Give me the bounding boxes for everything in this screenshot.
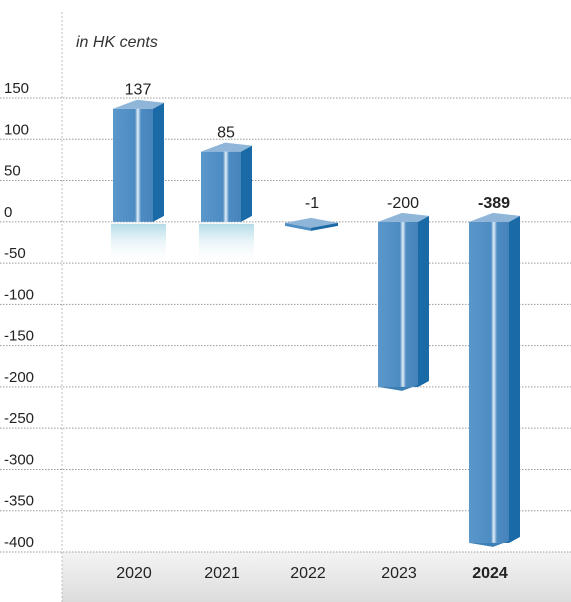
x-axis-categories: 2020 2021 2022 2023 2024 [116,565,508,582]
unit-label: in HK cents [76,34,158,51]
y-tick-label: -150 [4,328,34,345]
bar-2020 [111,99,166,264]
value-label-2024: -389 [478,195,510,212]
bar-reflection [111,223,166,264]
value-label-2022: -1 [305,195,319,212]
bar-front [469,221,509,543]
bar-bottom [469,536,520,547]
bar-bottom [378,380,429,391]
category-label-2020: 2020 [116,565,152,582]
y-tick-label: -250 [4,410,34,427]
bar-top [285,217,338,228]
category-label-2022: 2022 [290,565,326,582]
bar-front [201,151,241,222]
y-tick-label: 100 [4,121,29,138]
y-tick-label: -400 [4,534,34,551]
value-label-2020: 137 [125,82,152,99]
bar-front [378,221,418,387]
bar-reflection [199,223,254,264]
bar-top [113,99,164,109]
bar-side [153,102,164,222]
y-tick-label: -200 [4,369,34,386]
bar-2021 [199,142,254,264]
bars [111,99,520,547]
category-label-2023: 2023 [381,565,417,582]
value-label-2021: 85 [217,125,235,142]
y-tick-label: 50 [4,163,21,180]
value-label-2023: -200 [387,195,419,212]
y-tick-label: -350 [4,493,34,510]
gridlines [0,97,571,553]
y-tick-label: -50 [4,245,26,262]
bar-top [378,212,429,222]
value-labels: 137 85 -1 -200 -389 [125,82,510,212]
bar-side [311,222,338,231]
y-tick-label: -100 [4,286,34,303]
bar-front [285,222,311,231]
bar-side [418,215,429,387]
bar-side [509,215,520,543]
y-tick-label: 0 [4,204,12,221]
bar-top [469,212,520,222]
y-tick-label: -300 [4,451,34,468]
y-axis-ticks: 150 100 50 0 -50 -100 -150 -200 -250 -300 -350 -400 [4,80,34,551]
bar-side [241,145,252,222]
bar-2023 [378,212,429,391]
category-label-2024: 2024 [472,565,508,582]
bar-2022 [285,217,338,231]
bar-2024 [469,212,520,547]
footer-band [62,552,571,602]
y-tick-label: 150 [4,80,29,97]
bar-front [113,108,153,222]
bar-top [201,142,252,152]
category-label-2021: 2021 [204,565,240,582]
